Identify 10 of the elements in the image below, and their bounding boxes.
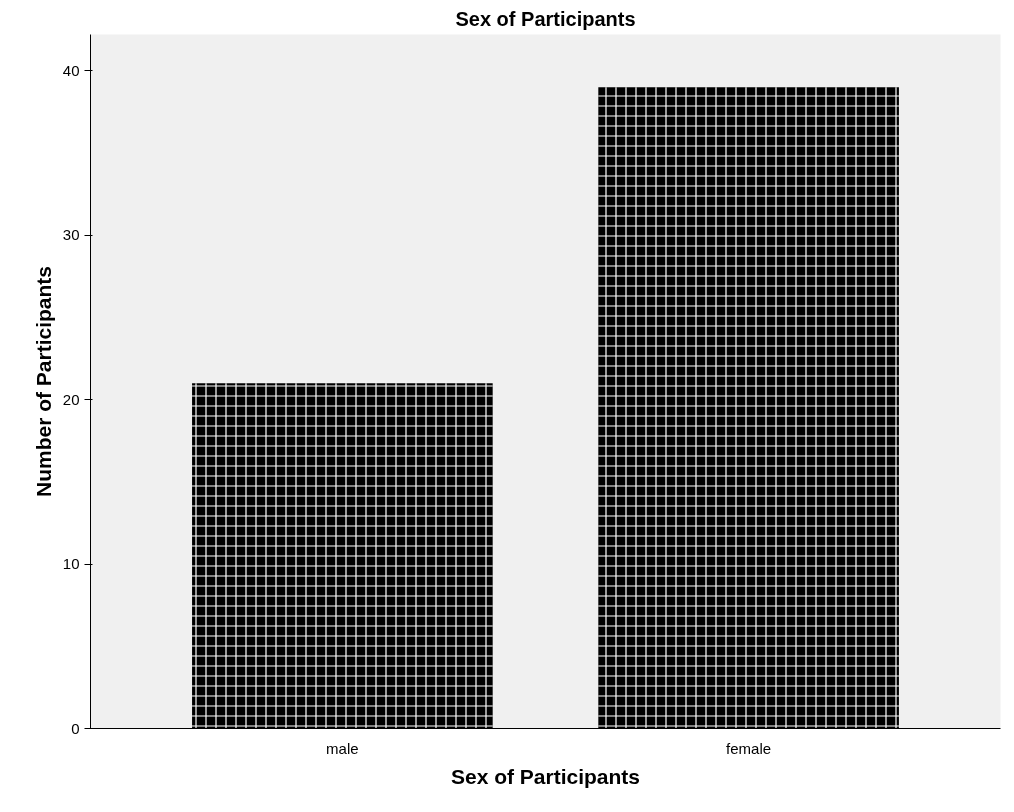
y-tick-label: 30 bbox=[62, 226, 80, 244]
x-tick-label: male bbox=[326, 739, 359, 757]
y-tick-label: 40 bbox=[62, 61, 80, 79]
x-tick-label: female bbox=[726, 739, 772, 757]
chart-title: Sex of Participants bbox=[455, 7, 636, 30]
y-tick-label: 0 bbox=[71, 719, 80, 737]
x-axis-title: Sex of Participants bbox=[450, 764, 641, 788]
y-tick-label: 20 bbox=[62, 390, 80, 408]
y-axis-title: Number of Participants bbox=[31, 265, 55, 498]
y-tick-label: 10 bbox=[62, 555, 80, 573]
